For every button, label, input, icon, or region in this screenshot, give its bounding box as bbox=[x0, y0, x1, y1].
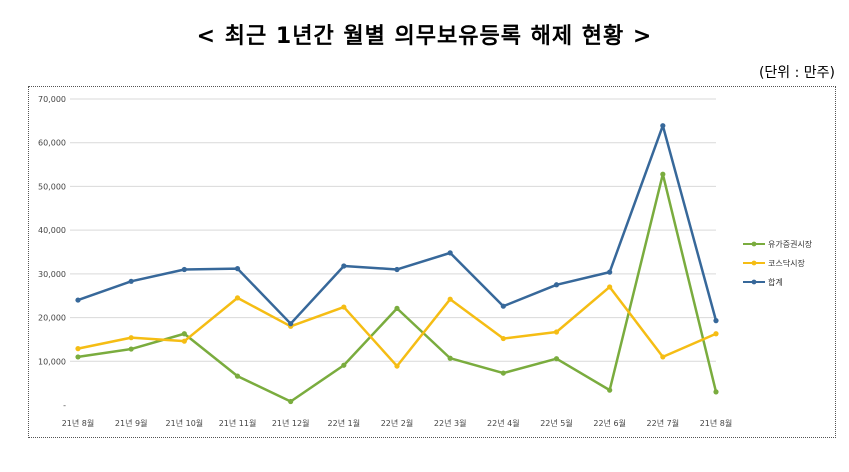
x-tick-label: 22년 3월 bbox=[434, 418, 467, 428]
data-point bbox=[394, 305, 400, 311]
y-tick-label: - bbox=[63, 401, 66, 410]
series-2 bbox=[75, 123, 719, 327]
data-point bbox=[288, 321, 294, 327]
y-tick-label: 50,000 bbox=[38, 182, 66, 191]
unit-label: (단위 : 만주) bbox=[758, 65, 835, 81]
y-tick-label: 20,000 bbox=[38, 314, 66, 323]
x-tick-label: 21년 12월 bbox=[272, 418, 310, 428]
x-tick-label: 21년 8월 bbox=[62, 418, 95, 428]
x-tick-label: 21년 10월 bbox=[166, 418, 204, 428]
data-point bbox=[341, 362, 347, 368]
data-point bbox=[234, 295, 241, 301]
data-point bbox=[394, 363, 400, 369]
x-tick-label: 22년 6월 bbox=[593, 418, 626, 428]
data-point bbox=[607, 269, 613, 275]
x-tick-label: 22년 1월 bbox=[328, 418, 361, 428]
x-tick-label: 21년 8월 bbox=[700, 418, 733, 428]
data-point bbox=[660, 123, 666, 129]
y-tick-label: 70,000 bbox=[38, 95, 66, 104]
y-tick-label: 60,000 bbox=[38, 139, 66, 148]
y-tick-label: 10,000 bbox=[38, 357, 66, 366]
data-point bbox=[447, 355, 453, 361]
data-point bbox=[553, 356, 560, 362]
series-1 bbox=[75, 284, 719, 369]
series-line bbox=[77, 124, 718, 325]
data-point bbox=[181, 266, 187, 273]
data-point bbox=[553, 329, 560, 335]
data-point bbox=[447, 296, 453, 302]
data-point bbox=[234, 373, 241, 379]
x-axis-ticks: 21년 8월 21년 9월 21년 10월 21년 11월 21년 12월 22년 1월 2… bbox=[62, 418, 733, 428]
data-point bbox=[447, 250, 453, 256]
data-point bbox=[75, 354, 81, 360]
data-point bbox=[500, 335, 506, 342]
data-point bbox=[553, 282, 560, 288]
data-point bbox=[607, 387, 613, 393]
series-0 bbox=[75, 171, 719, 405]
data-point bbox=[660, 354, 666, 360]
data-point bbox=[341, 263, 347, 269]
series-lines bbox=[75, 123, 719, 405]
data-point bbox=[341, 304, 347, 310]
y-tick-label: 30,000 bbox=[38, 270, 66, 279]
data-point bbox=[128, 346, 134, 352]
legend-label: 유가증권시장 bbox=[768, 239, 813, 249]
x-tick-label: 21년 9월 bbox=[115, 418, 148, 428]
legend-label: 코스닥시장 bbox=[768, 258, 805, 268]
x-tick-label: 21년 11월 bbox=[219, 418, 257, 428]
y-tick-label: 40,000 bbox=[38, 226, 66, 235]
legend-marker bbox=[751, 279, 757, 285]
data-point bbox=[288, 398, 294, 405]
x-tick-label: 22년 5월 bbox=[540, 418, 573, 428]
data-point bbox=[394, 266, 400, 273]
chart-frame bbox=[28, 86, 836, 438]
x-tick-label: 22년 2월 bbox=[381, 418, 414, 428]
data-point bbox=[500, 370, 506, 376]
data-point bbox=[500, 303, 506, 309]
data-point bbox=[713, 389, 719, 395]
data-point bbox=[713, 331, 719, 337]
legend-label: 합계 bbox=[768, 277, 783, 287]
data-point bbox=[181, 338, 187, 344]
data-point bbox=[128, 278, 134, 284]
data-point bbox=[181, 331, 187, 337]
data-point bbox=[607, 284, 613, 290]
data-point bbox=[75, 346, 81, 352]
data-point bbox=[75, 297, 81, 303]
grid-lines bbox=[70, 98, 716, 362]
x-tick-label: 22년 7월 bbox=[647, 418, 680, 428]
legend-marker bbox=[751, 241, 757, 247]
y-axis-ticks: - 10,000 20,000 30,000 40,000 50,000 60,000 70,… bbox=[38, 95, 66, 410]
data-point bbox=[660, 171, 666, 177]
page-title: < 최근 1년간 월별 의무보유등록 해제 현황 > bbox=[196, 24, 653, 49]
data-point bbox=[713, 318, 719, 324]
x-tick-label: 22년 4월 bbox=[487, 418, 520, 428]
legend-marker bbox=[751, 260, 757, 266]
data-point bbox=[128, 335, 134, 341]
data-point bbox=[234, 266, 241, 272]
series-line bbox=[77, 285, 717, 368]
